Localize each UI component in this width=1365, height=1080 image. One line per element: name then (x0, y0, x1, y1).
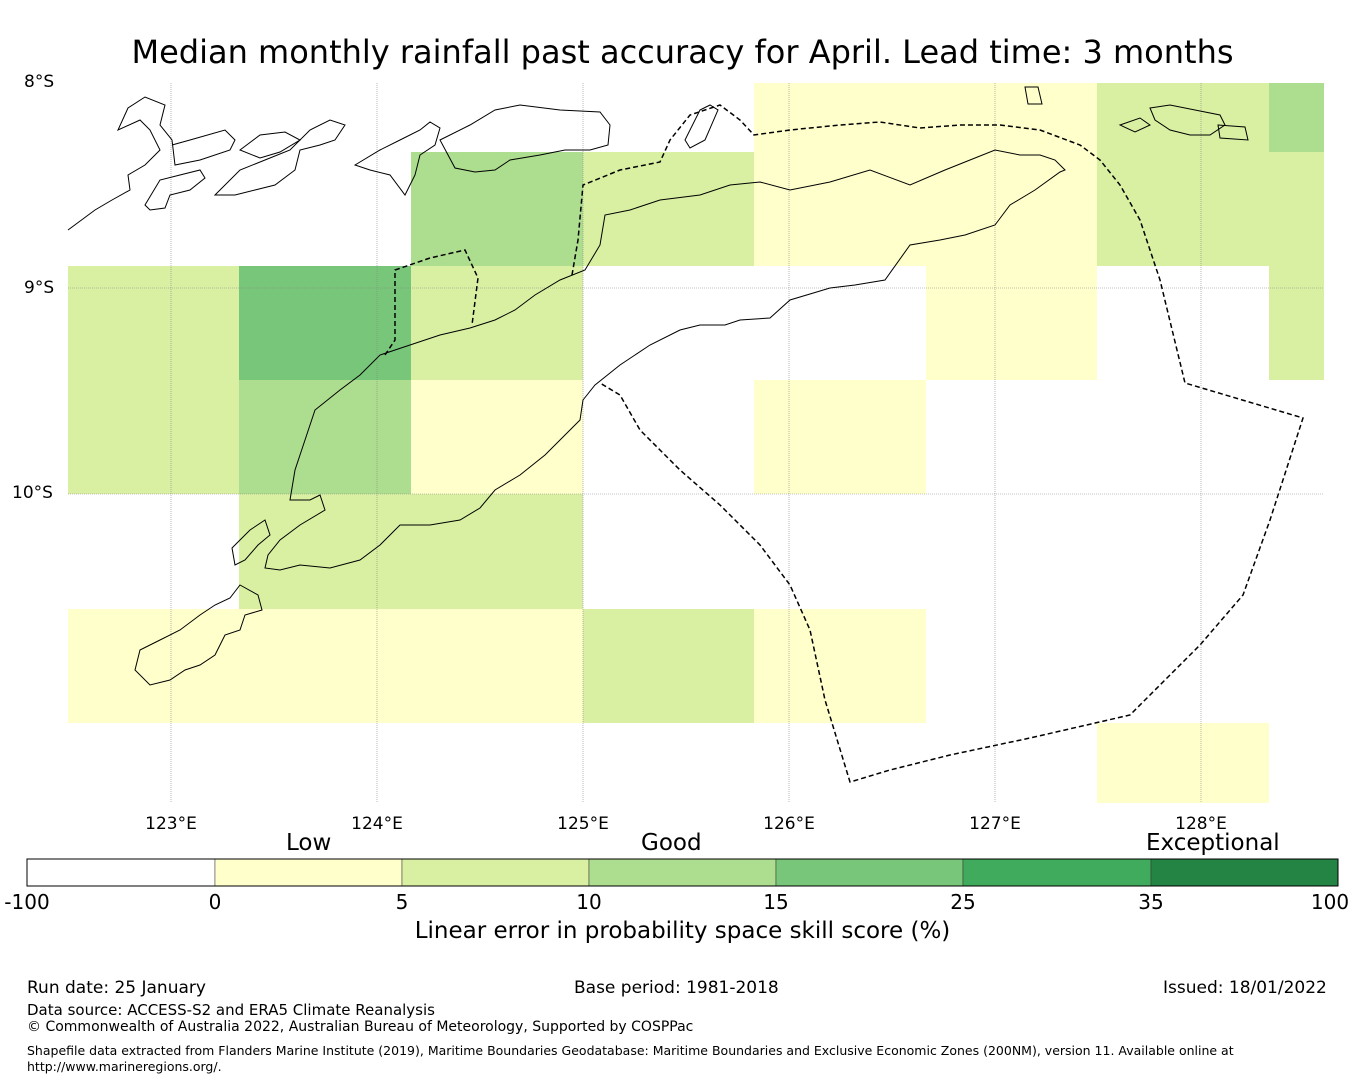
grid-cell (411, 609, 583, 723)
grid-cell (754, 83, 926, 152)
colorbar-tick: 15 (763, 890, 789, 914)
coastline-timor (264, 149, 1066, 571)
map-title: Median monthly rainfall past accuracy fo… (131, 33, 1234, 71)
colorbar-frame (26, 858, 1339, 887)
grid-cell (926, 83, 1097, 152)
grid-cell (239, 609, 411, 723)
colorbar-tick: 25 (950, 890, 976, 914)
colorbar-segment (775, 858, 964, 887)
coastline-masela (1217, 124, 1249, 141)
lon-label-124e: 124°E (351, 814, 403, 834)
coastline-dai (1118, 117, 1151, 133)
grid-cell (1097, 83, 1269, 152)
gridlines (68, 83, 1324, 803)
run-date: Run date: 25 January (27, 978, 206, 998)
colorbar-category-good: Good (641, 830, 702, 856)
coastline-wetar (684, 104, 719, 149)
base-period: Base period: 1981-2018 (574, 978, 779, 998)
grid-cell (239, 266, 411, 380)
maritime-boundary (384, 104, 1304, 783)
grid-cell (1097, 723, 1269, 803)
grid-cell (68, 266, 239, 380)
skill-grid (68, 83, 1324, 803)
grid-cell (411, 152, 583, 266)
grid-cell (754, 152, 926, 266)
copyright: © Commonwealth of Australia 2022, Austra… (27, 1019, 694, 1035)
grid-cell (754, 380, 926, 494)
coastline-semau (231, 519, 271, 566)
coastline-alor-east (439, 104, 611, 173)
grid-cell (239, 494, 411, 609)
colorbar-tick: 10 (576, 890, 602, 914)
colorbar-tick: -100 (4, 890, 50, 914)
lon-label-127e: 127°E (969, 814, 1021, 834)
lon-label-128e: 128°E (1175, 814, 1227, 834)
grid-cell (68, 380, 239, 494)
lat-label-8s: 8°S (24, 72, 55, 92)
coastlines (67, 86, 1249, 686)
boundary-oecusse (384, 249, 479, 356)
colorbar-tick: 0 (208, 890, 222, 914)
issued-date: Issued: 18/01/2022 (1163, 978, 1327, 998)
colorbar-tick: 5 (395, 890, 409, 914)
grid-cell (583, 609, 754, 723)
grid-cell (1097, 152, 1269, 266)
grid-cell (411, 266, 583, 380)
grid-cell (239, 380, 411, 494)
colorbar-category-low: Low (286, 830, 332, 856)
colorbar-segment (401, 858, 590, 887)
grid-cell (754, 609, 926, 723)
coastline-solor (144, 169, 206, 211)
data-source: Data source: ACCESS-S2 and ERA5 Climate … (27, 1001, 435, 1019)
grid-cell (1269, 152, 1324, 266)
coastline-island (1024, 86, 1043, 105)
lon-label-125e: 125°E (557, 814, 609, 834)
colorbar-segment (26, 858, 216, 887)
colorbar-tick: 35 (1138, 890, 1164, 914)
lat-label-10s: 10°S (12, 483, 53, 503)
colorbar-segment (962, 858, 1152, 887)
colorbar-tick: 100 (1310, 890, 1350, 914)
lat-label-9s: 9°S (24, 278, 55, 298)
grid-cell (1269, 83, 1324, 152)
lon-label-126e: 126°E (763, 814, 815, 834)
coastline-babar (1149, 104, 1226, 136)
colorbar-segments (26, 858, 1339, 887)
grid-cell (583, 152, 754, 266)
coastline-pantar (238, 131, 302, 159)
grid-cell (68, 609, 239, 723)
colorbar-segment (214, 858, 403, 887)
boundary-north (571, 104, 1304, 783)
coastline-flores (67, 96, 236, 231)
coastline-lembata (213, 119, 346, 196)
grid-cell (926, 266, 1097, 380)
grid-cell (411, 380, 583, 494)
grid-cell (411, 494, 583, 609)
shapefile-credit-line1: Shapefile data extracted from Flanders M… (27, 1043, 1234, 1058)
shapefile-credit-link: http://www.marineregions.org/. (27, 1059, 222, 1074)
lon-label-123e: 123°E (145, 814, 197, 834)
coastline-rote (134, 584, 263, 686)
shapefile-credit: Shapefile data extracted from Flanders M… (27, 1043, 1327, 1075)
colorbar-segment (1150, 858, 1339, 887)
grid-cell (1269, 266, 1324, 380)
colorbar-segment (588, 858, 777, 887)
grid-cell (926, 152, 1097, 266)
colorbar-category-exceptional: Exceptional (1146, 830, 1280, 856)
colorbar-label: Linear error in probability space skill … (414, 918, 951, 944)
coastline-alor (353, 121, 441, 196)
